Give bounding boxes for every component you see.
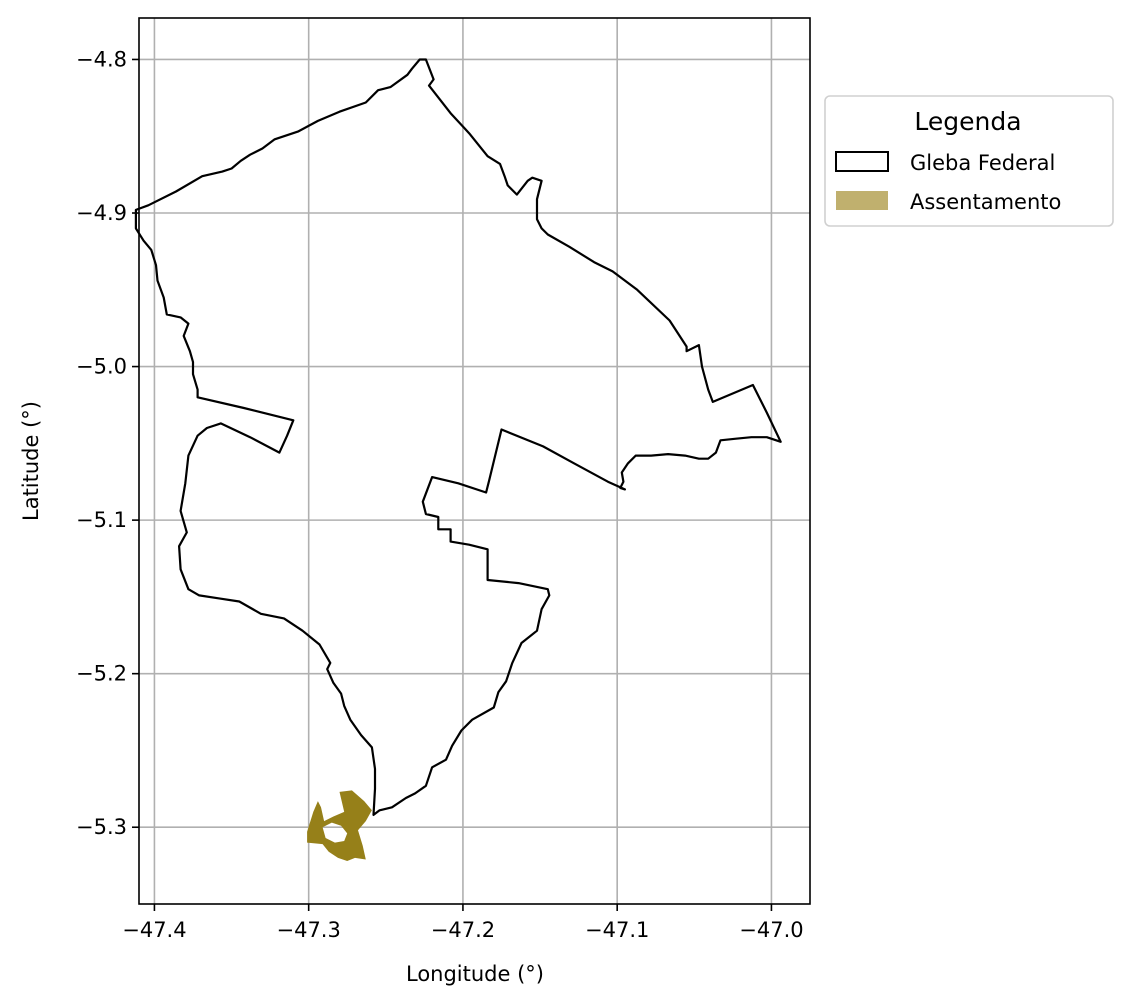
y-tick-label: −5.0 <box>76 355 127 379</box>
x-axis-title: Longitude (°) <box>406 962 544 986</box>
legend: Legenda Gleba Federal Assentamento <box>824 95 1114 227</box>
grid <box>139 18 810 904</box>
y-tick-label: −5.3 <box>76 815 127 839</box>
axis-ticks: −47.4 −47.3 −47.2 −47.1 −47.0 −4.8 −4.9 −5.0 −5.… <box>76 47 804 942</box>
x-tick-label: −47.4 <box>122 918 186 942</box>
plot-frame <box>138 17 811 905</box>
legend-label-gleba-federal: Gleba Federal <box>910 151 1055 175</box>
polygon-gleba-federal <box>134 58 782 816</box>
legend-title: Legenda <box>914 107 1021 136</box>
x-tick-label: −47.3 <box>276 918 340 942</box>
x-tick-label: −47.0 <box>739 918 803 942</box>
y-tick-label: −5.1 <box>76 508 127 532</box>
legend-frame <box>824 95 1114 227</box>
y-tick-label: −4.8 <box>76 47 127 71</box>
y-tick-label: −4.9 <box>76 201 127 225</box>
x-tick-label: −47.1 <box>585 918 649 942</box>
map-layers <box>134 58 782 861</box>
legend-label-assentamento: Assentamento <box>910 190 1061 214</box>
y-tick-label: −5.2 <box>76 662 127 686</box>
legend-swatch-gleba-federal <box>835 151 889 172</box>
legend-swatch-assentamento <box>836 191 888 210</box>
x-tick-label: −47.2 <box>431 918 495 942</box>
polygon-assentamento <box>307 790 372 861</box>
y-axis-title: Latitude (°) <box>19 401 43 521</box>
